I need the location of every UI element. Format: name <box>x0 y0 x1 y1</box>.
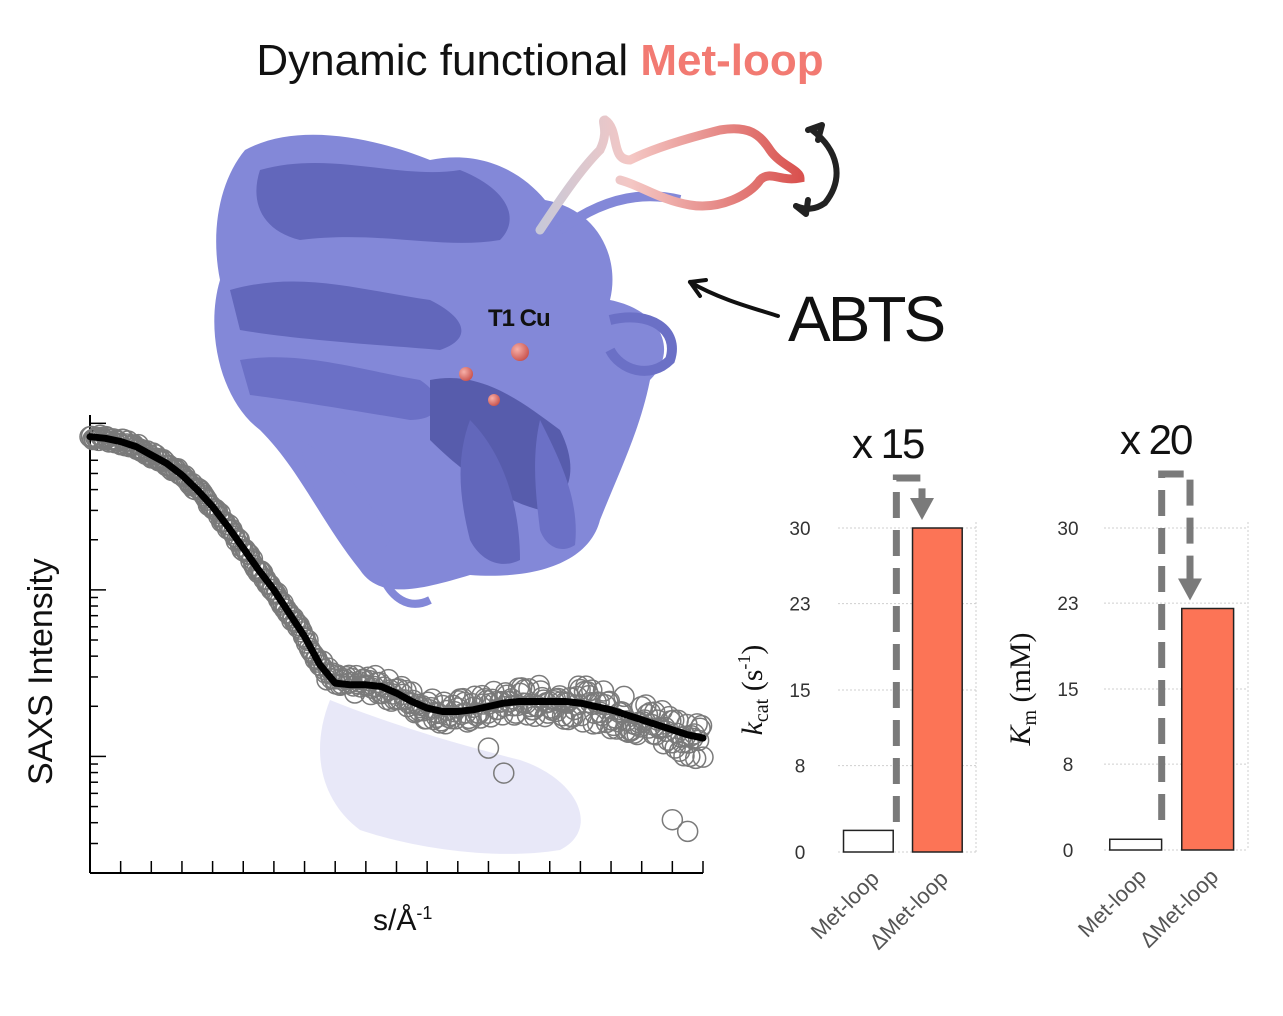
saxs-data-point <box>243 554 265 577</box>
km-multiplier-label: x 20 <box>1120 416 1193 463</box>
abts-arrow-icon <box>688 278 780 318</box>
saxs-data-point <box>562 706 584 728</box>
saxs-data-point <box>620 719 643 742</box>
copper-atoms <box>459 343 529 406</box>
saxs-data-point <box>572 711 594 733</box>
saxs-xlabel: s/Å-1 <box>373 903 432 938</box>
bar-ylabel-unit-sup: -1 <box>734 655 754 670</box>
saxs-data-point <box>581 679 603 701</box>
bar-tick-label: 8 <box>1063 755 1074 776</box>
saxs-data-point <box>493 762 515 784</box>
figure-title: Dynamic functional Met-loop <box>0 36 1080 86</box>
bar-arrowhead-icon <box>910 498 934 520</box>
title-prefix: Dynamic functional <box>256 36 641 85</box>
bar-ylabel-sub: cat <box>751 698 773 722</box>
protein-body <box>214 134 682 608</box>
bar-met-loop <box>1109 838 1163 851</box>
bar-ylabel-unit: (s <box>736 670 769 699</box>
bar-arrowhead-icon <box>1178 578 1202 601</box>
saxs-data-point <box>613 685 635 708</box>
saxs-data-point <box>269 590 291 613</box>
bar-bracket-arrow <box>1158 470 1194 820</box>
bar-tick-label: 0 <box>795 843 806 864</box>
bar-ylabel: kcat (s-1) <box>734 645 773 736</box>
bar-tick-label: 15 <box>789 681 810 702</box>
protein-reflection <box>320 700 581 854</box>
bar-ylabel: Km (mM) <box>1004 632 1041 746</box>
saxs-data-point <box>477 737 500 759</box>
bar-category-label: ΔMet-loop <box>1135 864 1224 953</box>
saxs-data-point <box>592 680 615 702</box>
bar-tick-label: 8 <box>795 757 806 778</box>
saxs-data-point <box>692 746 714 768</box>
saxs-xlabel-sup: -1 <box>416 903 433 923</box>
saxs-data-point <box>603 714 625 737</box>
bar-tick-label: 30 <box>1057 519 1078 540</box>
saxs-data-point <box>191 482 214 505</box>
saxs-data-point <box>297 629 319 652</box>
t1cu-label: T1 Cu <box>488 305 551 332</box>
bar-tick-label: 30 <box>789 519 810 540</box>
saxs-xlabel-text: s/Å <box>373 904 417 937</box>
saxs-fit-line <box>86 433 707 742</box>
saxs-data-point <box>465 704 487 727</box>
kcat-multiplier-label: x 15 <box>852 420 925 467</box>
bar-ylabel-sub: m <box>1019 710 1041 726</box>
bar-ylabel-main: k <box>736 721 769 735</box>
bar-tick-label: 0 <box>1063 841 1074 862</box>
bar-delta-met-loop <box>1181 607 1235 851</box>
saxs-data-point <box>557 708 580 731</box>
bar-tick-label: 23 <box>1057 594 1078 615</box>
bar-tick-label: 15 <box>1057 680 1078 701</box>
saxs-data-point <box>687 729 710 752</box>
title-highlight: Met-loop <box>640 36 824 85</box>
abts-label: ABTS <box>788 283 946 355</box>
bar-met-loop <box>842 829 894 853</box>
bar-ylabel-unit: (mM) <box>1004 632 1037 710</box>
bar-ylabel-main: K <box>1004 724 1037 747</box>
saxs-data-point <box>661 808 684 831</box>
loop-motion-arrow-icon <box>793 122 840 217</box>
bar-bracket-arrow <box>892 474 926 822</box>
saxs-data-point <box>235 540 258 563</box>
saxs-data-point <box>676 820 699 843</box>
bar-tick-label: 23 <box>789 595 810 616</box>
saxs-data-point <box>551 704 574 727</box>
met-loop <box>535 115 805 235</box>
bar-ylabel-close: ) <box>736 645 769 655</box>
bar-delta-met-loop <box>911 527 963 853</box>
saxs-data-point <box>684 747 707 770</box>
